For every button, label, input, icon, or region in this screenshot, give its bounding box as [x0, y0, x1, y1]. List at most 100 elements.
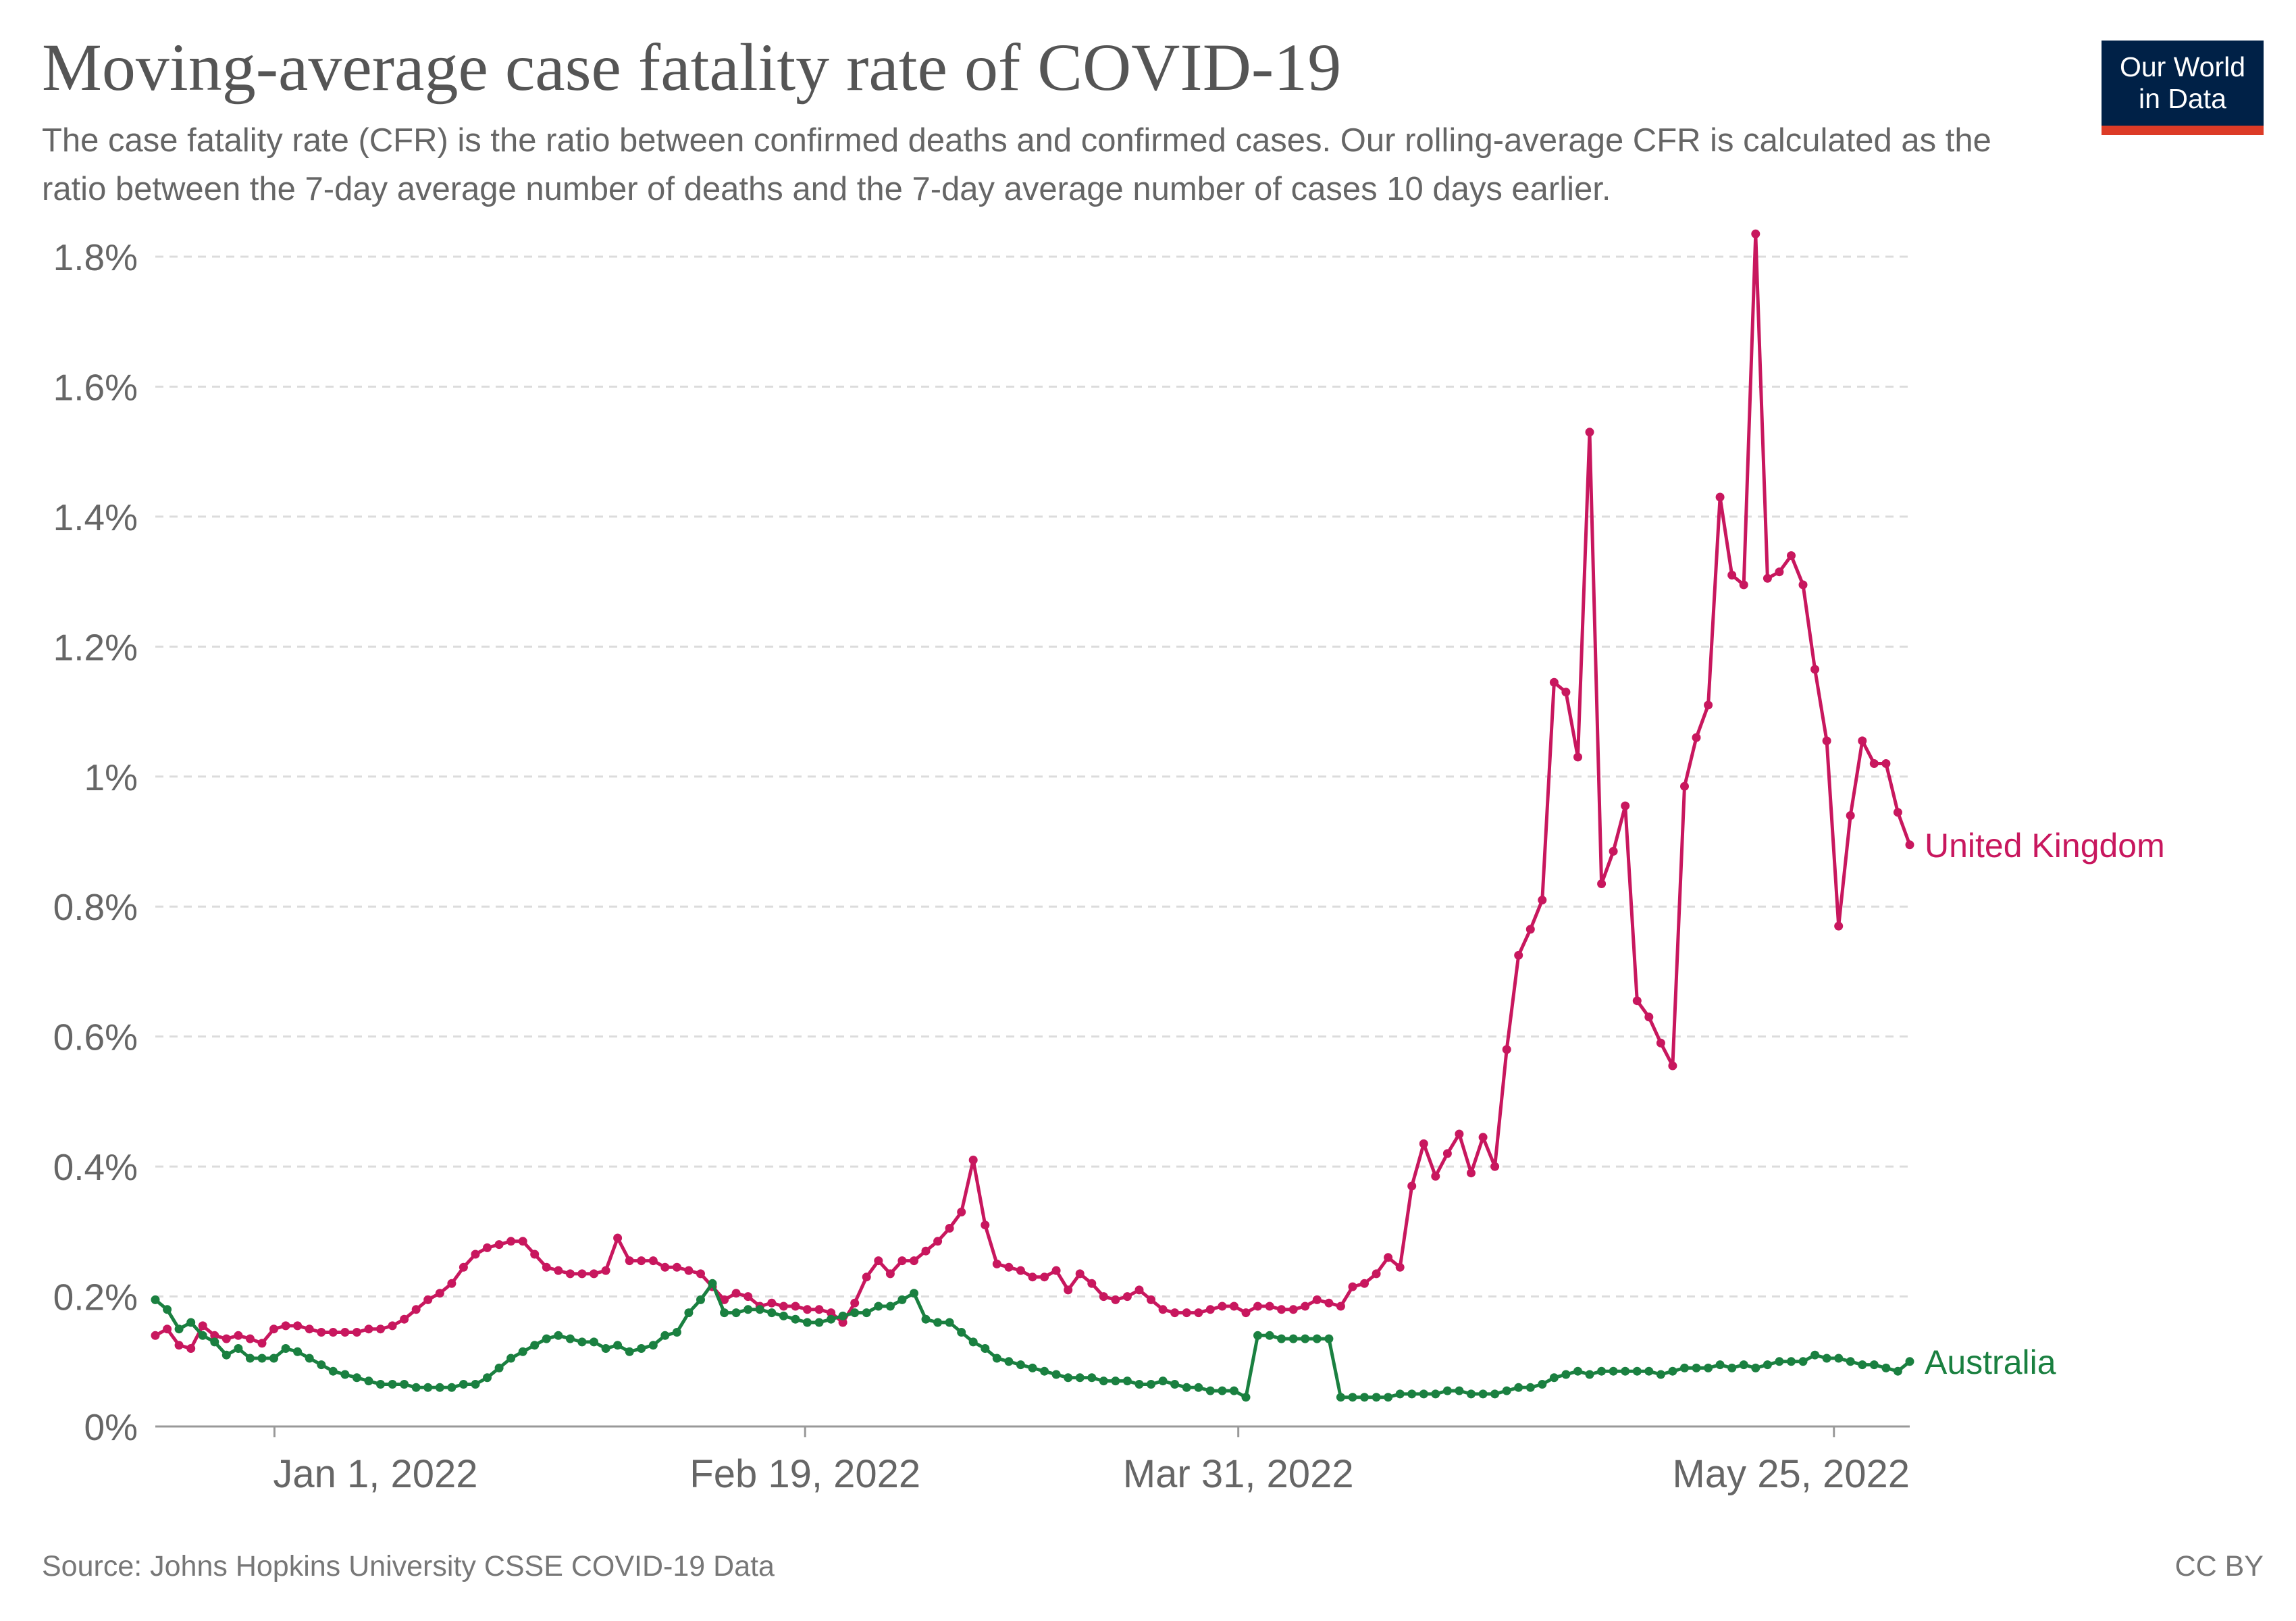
data-point	[352, 1373, 361, 1383]
data-point	[1490, 1162, 1500, 1171]
y-tick-label: 1.4%	[53, 496, 138, 538]
data-point	[1419, 1139, 1428, 1148]
data-point	[577, 1269, 587, 1279]
y-tick-label: 1.2%	[53, 626, 138, 668]
data-point	[862, 1308, 871, 1318]
data-point	[352, 1328, 361, 1337]
data-point	[1858, 736, 1867, 746]
data-point	[364, 1324, 373, 1334]
data-point	[874, 1256, 883, 1266]
data-point	[791, 1302, 800, 1311]
data-point	[803, 1318, 812, 1327]
y-tick-label: 0.6%	[53, 1017, 138, 1058]
data-point	[1288, 1305, 1298, 1314]
data-point	[1751, 229, 1760, 238]
data-point	[1218, 1386, 1227, 1395]
data-point	[198, 1321, 207, 1331]
data-point	[862, 1272, 871, 1282]
data-point	[933, 1318, 943, 1327]
data-point	[1490, 1389, 1500, 1399]
x-tick-label: Mar 31, 2022	[1123, 1452, 1354, 1496]
data-point	[163, 1305, 172, 1314]
data-point	[968, 1337, 978, 1347]
data-point	[637, 1344, 646, 1353]
data-point	[981, 1220, 990, 1230]
data-point	[1111, 1295, 1120, 1304]
data-point	[1075, 1373, 1085, 1383]
data-point	[1016, 1360, 1025, 1370]
data-point	[660, 1331, 670, 1340]
owid-logo[interactable]: Our World in Data	[2102, 41, 2264, 135]
data-point	[720, 1308, 729, 1318]
data-point	[1229, 1386, 1238, 1395]
data-point	[921, 1314, 931, 1324]
data-point	[1763, 1360, 1772, 1370]
data-point	[1727, 1363, 1737, 1372]
data-point	[1715, 1360, 1725, 1370]
data-point	[1810, 665, 1820, 674]
data-point	[1122, 1376, 1132, 1386]
data-point	[1727, 571, 1737, 580]
chart-subtitle: The case fatality rate (CFR) is the rati…	[42, 122, 1991, 207]
data-point	[1147, 1295, 1155, 1304]
data-point	[672, 1328, 681, 1337]
data-point	[1064, 1373, 1073, 1383]
data-point	[163, 1324, 172, 1334]
data-point	[672, 1262, 681, 1272]
data-point	[1680, 781, 1689, 791]
data-point	[874, 1302, 883, 1311]
data-point	[1763, 573, 1772, 583]
y-tick-label: 0.2%	[53, 1277, 138, 1318]
data-point	[827, 1314, 836, 1324]
data-point	[1834, 1354, 1844, 1363]
data-point	[376, 1380, 385, 1389]
data-point	[1525, 925, 1535, 934]
data-point	[340, 1328, 350, 1337]
data-point	[601, 1344, 610, 1353]
data-point	[1431, 1389, 1440, 1399]
data-point	[1170, 1380, 1180, 1389]
data-point	[850, 1298, 860, 1308]
data-point	[1170, 1308, 1180, 1318]
data-point	[1668, 1366, 1677, 1376]
data-point	[1277, 1305, 1286, 1314]
data-point	[1787, 1357, 1796, 1366]
data-point	[1609, 1366, 1618, 1376]
series-label: Australia	[1925, 1343, 2056, 1381]
data-point	[625, 1256, 634, 1266]
data-point	[210, 1337, 219, 1347]
data-point	[1609, 846, 1618, 856]
data-point	[257, 1354, 267, 1363]
data-point	[221, 1350, 231, 1360]
data-point	[981, 1344, 990, 1353]
data-point	[731, 1289, 741, 1298]
data-point	[1668, 1061, 1677, 1071]
data-point	[910, 1256, 918, 1266]
data-point	[565, 1334, 575, 1343]
data-point	[933, 1237, 943, 1246]
data-point	[1704, 700, 1713, 710]
data-point	[506, 1237, 516, 1246]
data-point	[1075, 1269, 1085, 1279]
data-point	[1858, 1360, 1867, 1370]
data-point	[518, 1237, 527, 1246]
data-point	[1585, 428, 1594, 437]
data-point	[1632, 1366, 1642, 1376]
data-point	[293, 1321, 303, 1331]
data-point	[151, 1331, 160, 1340]
data-point	[245, 1354, 255, 1363]
data-point	[1621, 1366, 1630, 1376]
data-point	[1087, 1373, 1097, 1383]
data-point	[293, 1347, 303, 1356]
data-point	[1798, 580, 1808, 590]
data-point	[554, 1266, 563, 1275]
data-point	[388, 1321, 397, 1331]
y-tick-label: 1.8%	[53, 236, 138, 278]
data-point	[1099, 1376, 1108, 1386]
data-point	[1561, 688, 1571, 697]
data-point	[1040, 1366, 1049, 1376]
license-link[interactable]: CC BY	[2174, 1550, 2264, 1583]
data-point	[494, 1363, 504, 1372]
data-point	[1810, 1350, 1820, 1360]
data-point	[1004, 1262, 1014, 1272]
